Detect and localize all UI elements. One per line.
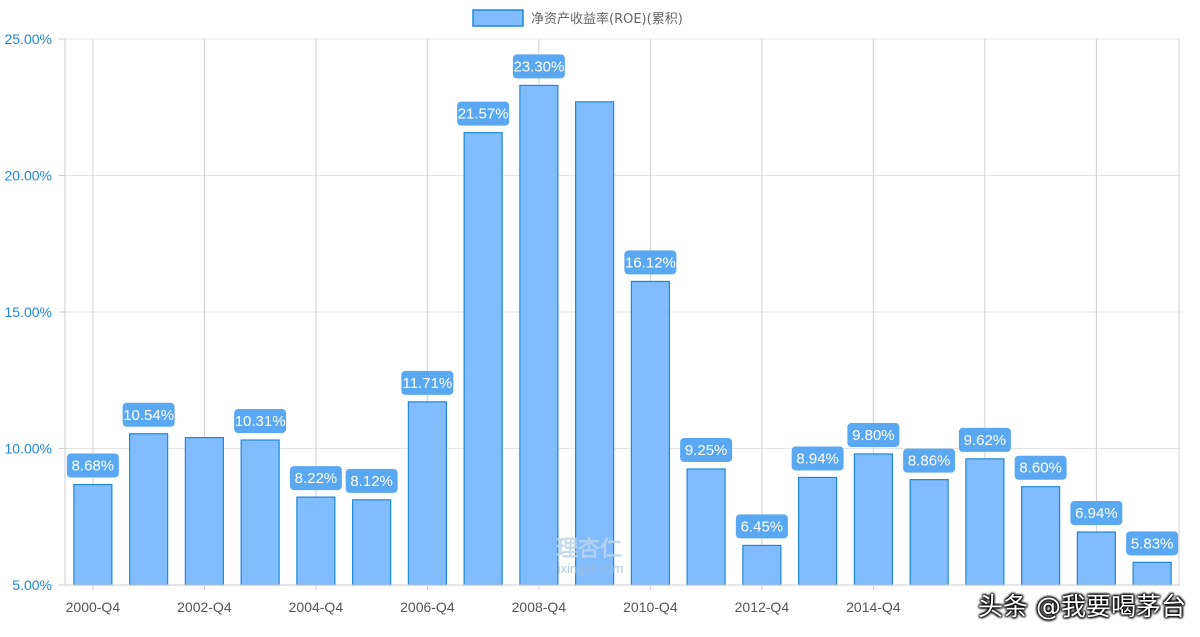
bar[interactable] [1021, 486, 1061, 586]
data-label-box [791, 446, 844, 471]
data-label-text: 8.86% [908, 453, 951, 470]
data-label-box [1126, 531, 1179, 556]
data-label-text: 10.31% [235, 413, 286, 430]
bar[interactable] [742, 544, 782, 586]
bar[interactable] [184, 436, 224, 586]
data-label: 8.94% [791, 446, 844, 471]
data-label-box [735, 514, 788, 539]
bar[interactable] [853, 453, 893, 586]
bar[interactable] [909, 479, 949, 586]
bar[interactable] [129, 433, 169, 586]
data-label-box [1070, 501, 1123, 526]
watermark-logo-text: 理杏仁 [556, 536, 622, 562]
data-label: 8.86% [903, 448, 956, 473]
y-tick-label: 20.00% [5, 168, 52, 184]
bar[interactable] [352, 499, 392, 586]
data-label-box [122, 402, 175, 427]
x-tick-label: 2012-Q4 [735, 599, 790, 615]
data-label-box [401, 370, 454, 395]
data-label-text: 11.71% [402, 375, 452, 392]
y-tick-label: 25.00% [5, 31, 52, 47]
bar[interactable] [463, 132, 503, 586]
data-label-text: 10.54% [123, 407, 174, 424]
data-label-box [680, 437, 733, 462]
data-label-text: 8.68% [72, 458, 115, 475]
data-label-box [903, 448, 956, 473]
data-label-text: 16.12% [625, 254, 676, 271]
bar-series [73, 84, 1172, 586]
data-label-text: 6.45% [741, 518, 784, 535]
data-label-text: 8.94% [796, 450, 839, 467]
y-tick-label: 10.00% [5, 441, 52, 457]
data-label: 21.57% [457, 101, 510, 126]
y-tick-label: 15.00% [5, 304, 52, 320]
data-label-box [624, 250, 677, 275]
bar[interactable] [240, 439, 280, 586]
data-label-text: 8.12% [350, 473, 393, 490]
data-label-box [66, 453, 119, 478]
legend-label[interactable]: 净资产收益率(ROE)(累积) [531, 11, 683, 27]
data-label-box [457, 101, 510, 126]
data-label-text: 21.57% [458, 106, 509, 123]
data-label-box [289, 466, 342, 491]
x-tick-label: 2006-Q4 [400, 599, 455, 615]
data-label: 9.80% [847, 422, 900, 447]
data-label-text: 6.94% [1075, 505, 1118, 522]
legend-swatch[interactable] [472, 9, 524, 27]
bar[interactable] [519, 84, 559, 586]
data-label-box [958, 427, 1011, 452]
source-tag: 头条 @我要喝茅台 [978, 592, 1186, 621]
axes: 5.00% 10.00% 15.00% 20.00% 25.00% 2000-Q4 2002… [5, 31, 1180, 615]
watermark-url: lixinger.com [555, 561, 624, 576]
data-label-text: 5.83% [1131, 535, 1174, 552]
data-label: 8.60% [1014, 455, 1067, 480]
data-label-box [847, 422, 900, 447]
x-tick-label: 2010-Q4 [623, 599, 678, 615]
watermark: 理杏仁 lixinger.com [555, 536, 624, 576]
bar[interactable] [1132, 561, 1172, 586]
data-label-text: 9.62% [964, 432, 1007, 449]
data-label-box [234, 409, 287, 434]
data-label: 9.62% [958, 427, 1011, 452]
data-label: 8.12% [345, 468, 398, 493]
y-tick-label: 5.00% [12, 577, 52, 593]
bar[interactable] [1076, 531, 1116, 586]
data-label: 9.25% [680, 437, 733, 462]
data-label-box [512, 54, 565, 79]
data-label: 10.54% [122, 402, 175, 427]
data-label: 16.12% [624, 250, 677, 275]
data-label: 5.83% [1126, 531, 1179, 556]
data-label-text: 9.80% [852, 427, 895, 444]
bar[interactable] [296, 496, 336, 586]
bar[interactable] [575, 101, 615, 586]
bar[interactable] [407, 401, 447, 586]
data-label-text: 8.60% [1019, 460, 1062, 477]
bar[interactable] [686, 468, 726, 586]
legend[interactable]: 净资产收益率(ROE)(累积) [472, 9, 683, 27]
bar[interactable] [630, 280, 670, 586]
data-label: 6.45% [735, 514, 788, 539]
x-tick-label: 2008-Q4 [512, 599, 567, 615]
data-label-text: 8.22% [295, 470, 338, 487]
grid-lines [65, 38, 1180, 586]
data-label: 11.71% [401, 370, 454, 395]
data-label: 6.94% [1070, 501, 1123, 526]
x-tick-label: 2000-Q4 [66, 599, 121, 615]
data-label: 8.22% [289, 466, 342, 491]
data-label-box [345, 468, 398, 493]
data-labels: 8.68% 10.54% 10.31% 8.22% 8.12% 11.71% 21.57% 2… [66, 54, 1179, 556]
bar[interactable] [965, 458, 1005, 586]
data-label: 23.30% [512, 54, 565, 79]
x-tick-label: 2014-Q4 [846, 599, 901, 615]
data-label-box [1014, 455, 1067, 480]
bar[interactable] [798, 476, 838, 586]
x-tick-label: 2004-Q4 [289, 599, 344, 615]
data-label: 10.31% [234, 409, 287, 434]
data-label-text: 9.25% [685, 442, 728, 459]
x-tick-label: 2002-Q4 [177, 599, 232, 615]
data-label: 8.68% [66, 453, 119, 478]
bar[interactable] [73, 483, 113, 586]
data-label-text: 23.30% [513, 58, 564, 75]
